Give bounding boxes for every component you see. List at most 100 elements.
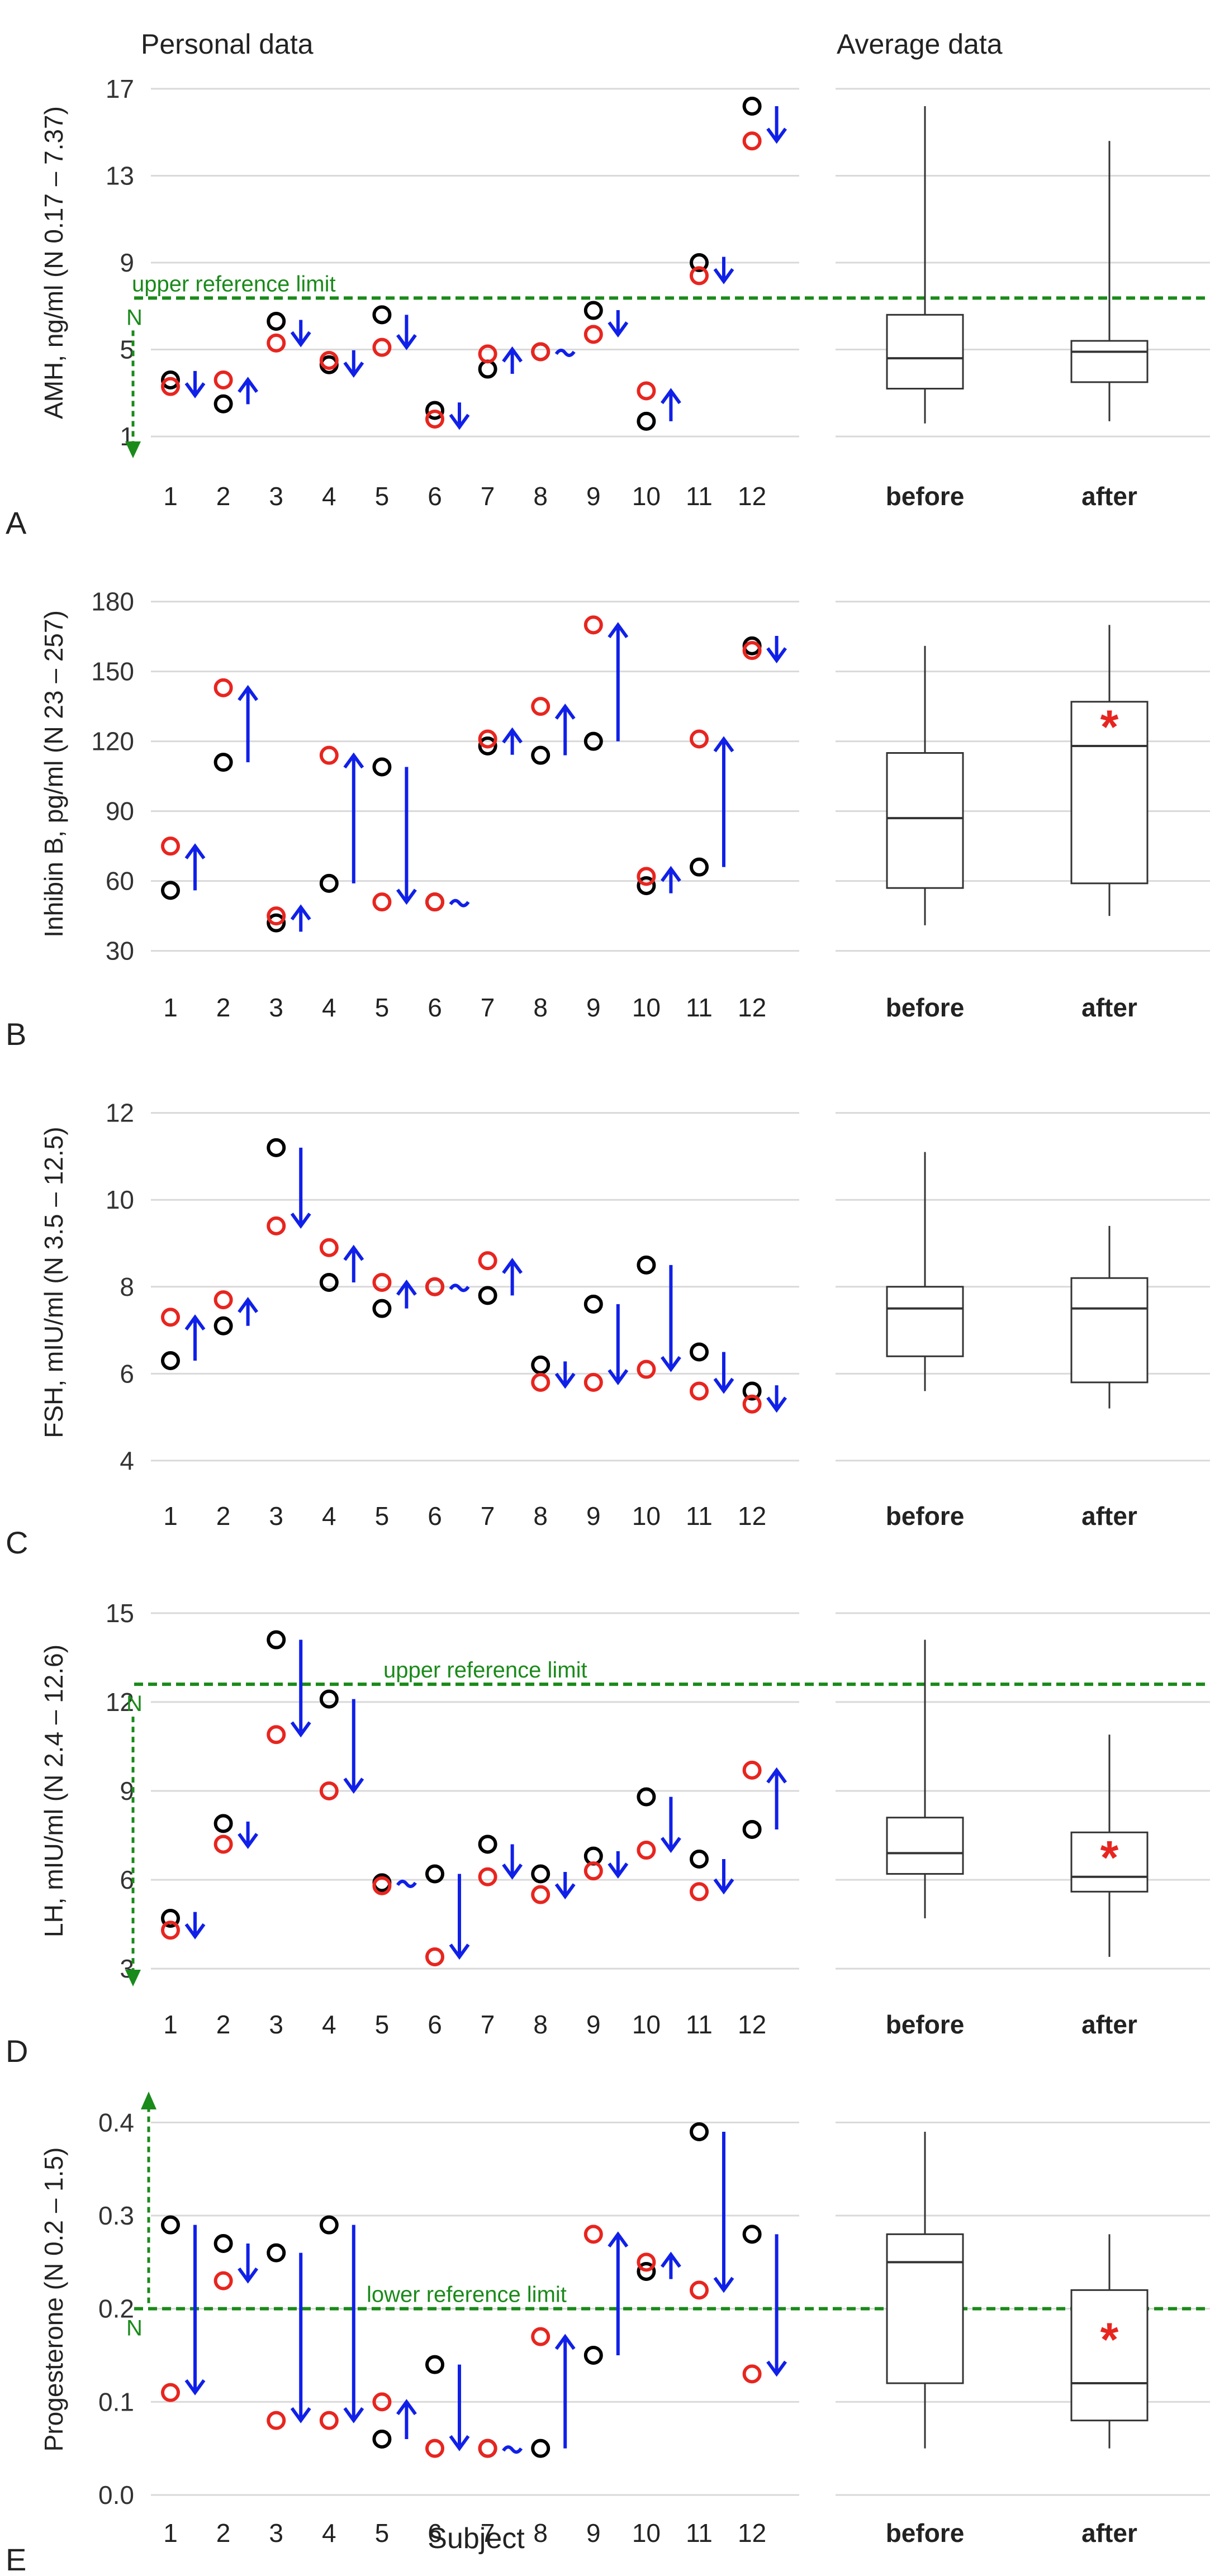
after-marker: [637, 867, 656, 886]
after-marker: [319, 745, 339, 765]
reference-range-arrowhead: [141, 2092, 156, 2109]
x-tick-label: 3: [269, 1501, 283, 1531]
change-arrow-head: [502, 1258, 523, 1274]
before-marker: [478, 736, 497, 755]
reference-n-label: N: [126, 305, 143, 330]
no-change-tilde: [396, 1879, 417, 1888]
box-after: [1070, 2289, 1149, 2422]
no-change-tilde: [502, 2445, 523, 2454]
before-marker: [161, 1909, 180, 1928]
x-tick-label: 10: [632, 482, 661, 511]
after-marker: [267, 333, 286, 353]
after-marker: [425, 2439, 444, 2458]
x-tick-label: 5: [375, 2518, 390, 2548]
change-arrow-head: [343, 752, 364, 769]
after-marker: [690, 1882, 709, 1902]
before-marker: [637, 411, 656, 431]
y-tick-label: 150: [91, 657, 134, 686]
after-marker: [583, 1372, 603, 1392]
panel-E: 0.0 0.1 0.2 0.3 0.4 Progesterone (N 0.2 – 1.5…: [6, 2092, 1210, 2576]
before-marker: [478, 1834, 497, 1854]
x-tick-label: 2: [216, 1501, 231, 1531]
after-marker: [478, 729, 497, 749]
after-marker: [372, 2392, 392, 2412]
before-marker: [161, 370, 180, 389]
change-arrow-head: [766, 2360, 787, 2377]
after-marker: [425, 1947, 444, 1966]
after-marker: [531, 1372, 551, 1392]
panel-letter: C: [6, 1525, 28, 1560]
x-tick-label: 11: [686, 2518, 713, 2548]
header-personal-data: Personal data: [141, 28, 314, 60]
change-arrow-head: [766, 1396, 787, 1413]
before-marker: [742, 97, 762, 116]
before-marker: [161, 881, 180, 900]
x-tick-label: 10: [632, 2010, 661, 2039]
after-marker: [319, 1238, 339, 1257]
y-tick-label: 0.3: [98, 2201, 134, 2230]
before-marker: [213, 2234, 233, 2253]
change-arrow-head: [290, 904, 311, 921]
after-marker: [425, 1277, 444, 1296]
after-marker: [372, 1876, 392, 1895]
y-axis-label: LH, mIU/ml (N 2.4 – 12.6): [39, 1645, 68, 1937]
change-arrow-head: [766, 647, 787, 664]
after-marker: [319, 351, 339, 370]
box-category-label: after: [1081, 993, 1137, 1022]
after-marker: [742, 131, 762, 151]
after-marker: [637, 1841, 656, 1860]
reference-label: upper reference limit: [383, 1658, 587, 1683]
x-tick-label: 6: [428, 2010, 442, 2039]
y-tick-label: 6: [120, 1359, 134, 1388]
change-arrow-head: [184, 843, 206, 859]
y-tick-label: 15: [106, 1599, 134, 1628]
after-marker: [319, 1781, 339, 1800]
change-arrow-head: [238, 2267, 259, 2284]
before-marker: [690, 2122, 709, 2141]
after-marker: [478, 2439, 497, 2458]
after-marker: [583, 1861, 603, 1881]
change-arrow-head: [290, 1213, 311, 1229]
change-arrow-head: [660, 1837, 681, 1853]
x-tick-label: 5: [375, 482, 390, 511]
box-category-label: before: [886, 1501, 965, 1531]
after-marker: [161, 837, 180, 856]
change-arrow-head: [554, 2333, 576, 2350]
change-arrow-head: [290, 2407, 311, 2423]
box-before: [886, 2233, 964, 2384]
change-arrow-head: [343, 362, 364, 378]
box-before: [886, 313, 964, 390]
header-average-data: Average data: [837, 28, 1003, 60]
after-marker: [478, 1251, 497, 1271]
no-change-tilde: [449, 1284, 470, 1292]
x-tick-label: 6: [428, 482, 442, 511]
x-tick-label: 7: [481, 993, 495, 1022]
reference-label: lower reference limit: [367, 2283, 567, 2307]
change-arrow-head: [449, 2435, 470, 2451]
box-category-label: before: [886, 482, 965, 511]
x-tick-label: 3: [269, 993, 283, 1022]
box-after: [1070, 1831, 1149, 1893]
before-marker: [742, 1819, 762, 1839]
y-axis-label: AMH, ng/ml (N 0.17 – 7.37): [39, 106, 68, 419]
after-marker: [742, 2364, 762, 2384]
x-tick-label: 4: [322, 1501, 336, 1531]
change-arrow-head: [238, 685, 259, 701]
before-marker: [425, 2355, 444, 2374]
significance-asterisk: *: [1100, 2313, 1119, 2366]
after-marker: [161, 377, 180, 396]
x-tick-label: 6: [428, 993, 442, 1022]
y-tick-label: 9: [120, 248, 134, 277]
after-marker: [690, 2280, 709, 2300]
after-marker: [637, 1360, 656, 1379]
x-tick-label: 8: [533, 993, 548, 1022]
change-arrow-head: [554, 704, 576, 720]
x-tick-label: 11: [686, 2010, 713, 2039]
box-before: [886, 752, 964, 889]
after-marker: [161, 1308, 180, 1327]
after-marker: [213, 2271, 233, 2290]
box-category-label: before: [886, 2518, 965, 2548]
after-marker: [531, 697, 551, 716]
before-marker: [319, 1273, 339, 1292]
